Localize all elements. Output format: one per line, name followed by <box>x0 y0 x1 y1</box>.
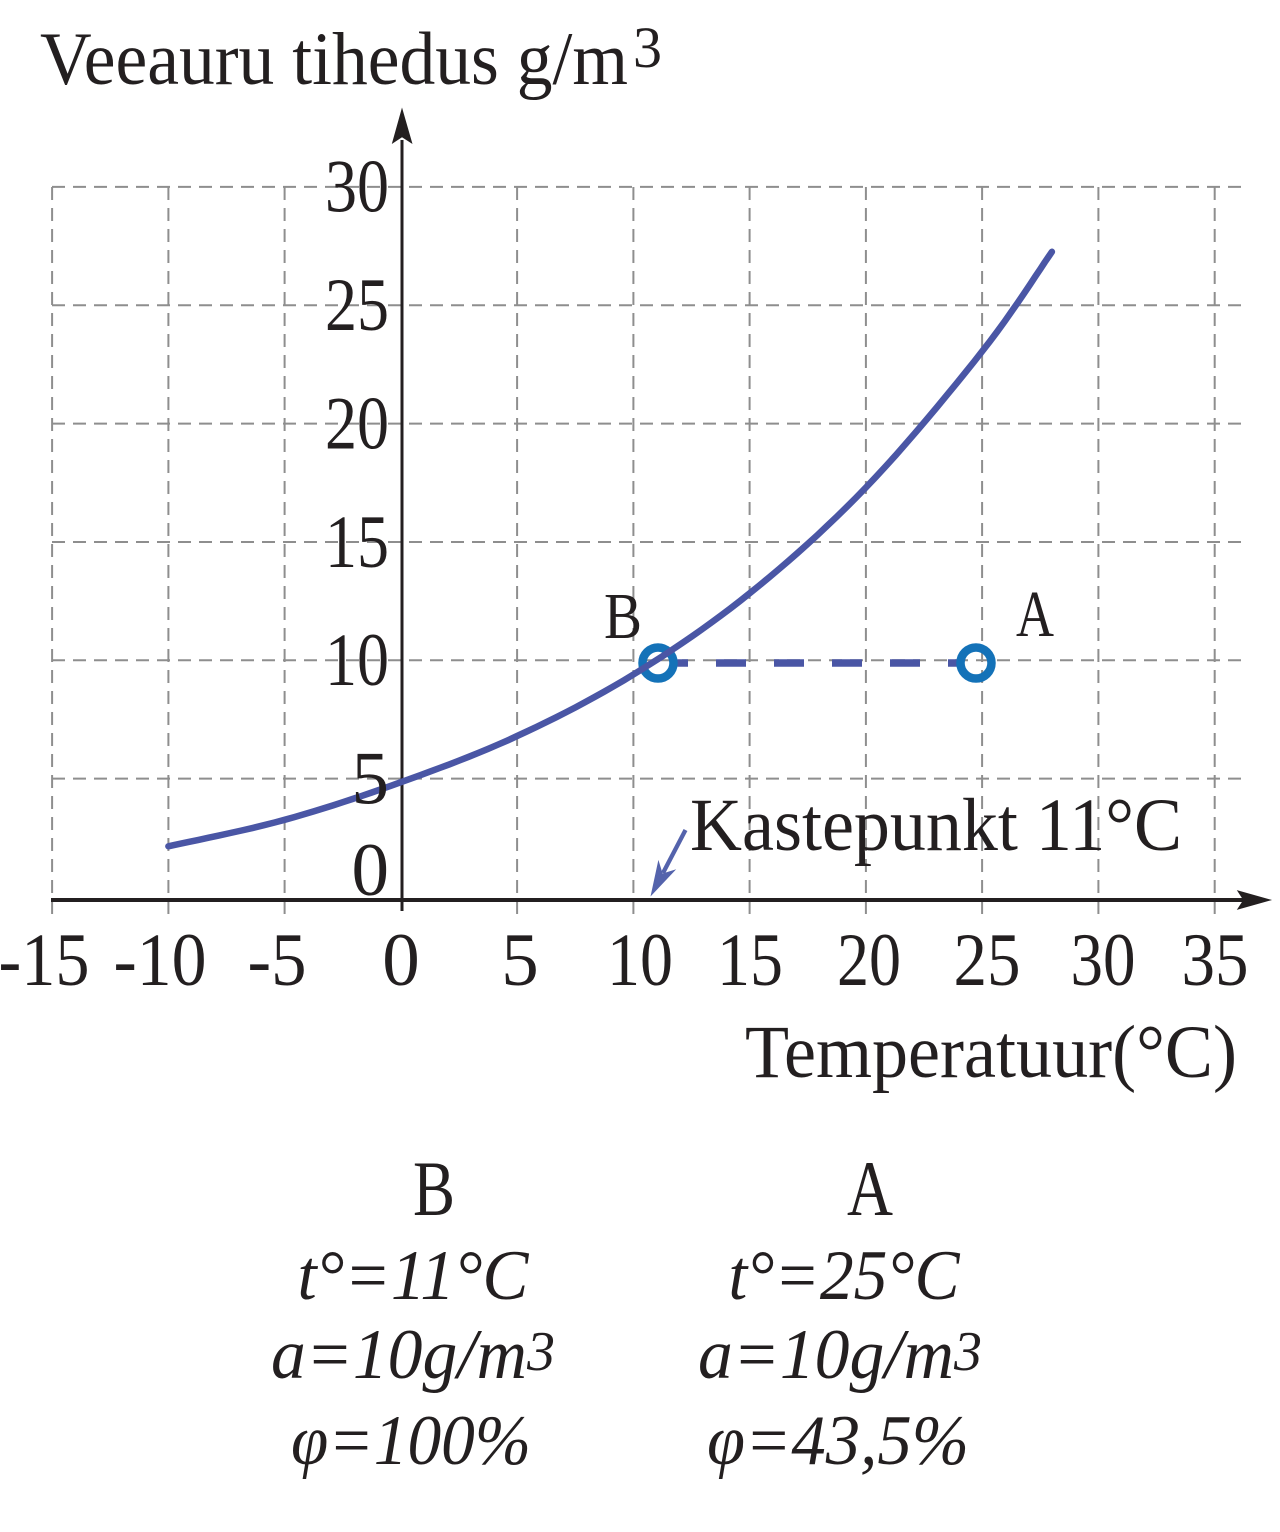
svg-text:20: 20 <box>325 382 389 465</box>
svg-text:φ=100%: φ=100% <box>291 1402 531 1480</box>
svg-text:A: A <box>847 1145 893 1232</box>
svg-text:25: 25 <box>325 264 389 347</box>
svg-text:Temperatuur(°C): Temperatuur(°C) <box>745 1011 1237 1094</box>
svg-text:0: 0 <box>382 919 420 1002</box>
svg-text:B: B <box>604 580 642 653</box>
svg-text:15: 15 <box>325 501 389 584</box>
svg-text:B: B <box>413 1145 455 1232</box>
svg-text:-15: -15 <box>0 919 90 1002</box>
svg-text:a=10g/m3: a=10g/m3 <box>698 1316 982 1394</box>
svg-text:10: 10 <box>607 919 673 1002</box>
svg-text:A: A <box>1016 578 1054 651</box>
svg-text:0: 0 <box>352 829 390 912</box>
svg-text:5: 5 <box>352 737 390 820</box>
svg-text:25: 25 <box>954 919 1021 1002</box>
svg-text:5: 5 <box>501 919 539 1002</box>
svg-text:-10: -10 <box>114 919 207 1002</box>
svg-text:-5: -5 <box>248 919 307 1002</box>
svg-text:Kastepunkt 11°C: Kastepunkt 11°C <box>690 784 1182 867</box>
svg-text:30: 30 <box>1071 919 1136 1002</box>
svg-text:t°=25°C: t°=25°C <box>729 1237 962 1315</box>
svg-text:20: 20 <box>837 919 901 1002</box>
svg-text:10: 10 <box>325 619 389 702</box>
svg-text:35: 35 <box>1182 919 1249 1002</box>
svg-text:φ=43,5%: φ=43,5% <box>707 1402 969 1480</box>
svg-text:a=10g/m3: a=10g/m3 <box>271 1316 555 1394</box>
svg-text:15: 15 <box>717 919 783 1002</box>
svg-text:Veeauru tihedus g/m3: Veeauru tihedus g/m3 <box>40 15 662 101</box>
svg-text:30: 30 <box>325 146 389 229</box>
svg-text:t°=11°C: t°=11°C <box>298 1237 531 1315</box>
